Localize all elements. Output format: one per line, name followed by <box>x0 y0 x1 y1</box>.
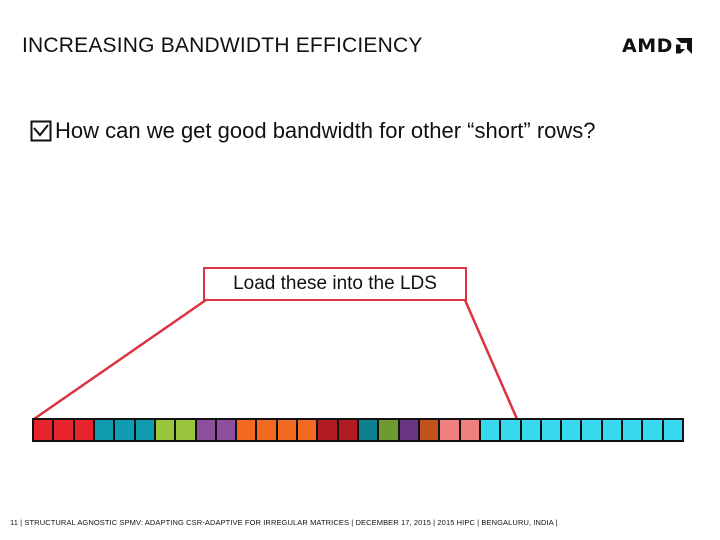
memory-cell <box>440 420 459 440</box>
connector-right-line <box>463 299 519 420</box>
memory-cell <box>541 420 561 440</box>
memory-cell <box>257 420 276 440</box>
memory-cell <box>480 420 500 440</box>
memory-cell <box>298 420 317 440</box>
memory-cell <box>54 420 73 440</box>
memory-cell <box>216 420 236 440</box>
memory-cell <box>379 420 398 440</box>
memory-cell <box>135 420 154 440</box>
memory-cell <box>94 420 114 440</box>
memory-cell <box>74 420 93 440</box>
memory-cell <box>359 420 378 440</box>
memory-strip <box>32 418 684 442</box>
memory-cell <box>663 420 682 440</box>
memory-cell <box>460 420 479 440</box>
memory-cell <box>643 420 662 440</box>
memory-cell <box>176 420 195 440</box>
memory-cell <box>399 420 418 440</box>
amd-arrow-icon <box>675 38 692 54</box>
memory-cell <box>155 420 175 440</box>
memory-cell <box>237 420 256 440</box>
memory-cell <box>521 420 540 440</box>
memory-cell <box>338 420 357 440</box>
slide-footer: 11 | STRUCTURAL AGNOSTIC SPMV: ADAPTING … <box>10 518 558 527</box>
callout-text: Load these into the LDS <box>233 273 437 294</box>
memory-cell <box>318 420 337 440</box>
bullet-point: How can we get good bandwidth for other … <box>30 118 596 144</box>
checkbox-bullet-icon <box>30 120 52 142</box>
slide-title: INCREASING BANDWIDTH EFFICIENCY <box>22 34 423 57</box>
memory-cell <box>34 420 53 440</box>
amd-logo: AMD <box>622 35 693 57</box>
memory-cell <box>602 420 622 440</box>
memory-cell <box>582 420 601 440</box>
connector-left-line <box>33 298 207 421</box>
memory-cell <box>196 420 215 440</box>
memory-cell <box>115 420 134 440</box>
memory-cell <box>419 420 439 440</box>
memory-cell <box>623 420 642 440</box>
memory-cell <box>501 420 520 440</box>
memory-cell <box>562 420 581 440</box>
lds-callout-box: Load these into the LDS <box>203 267 467 301</box>
memory-cell <box>277 420 297 440</box>
amd-logo-text: AMD <box>622 35 673 57</box>
bullet-text: How can we get good bandwidth for other … <box>55 118 596 143</box>
